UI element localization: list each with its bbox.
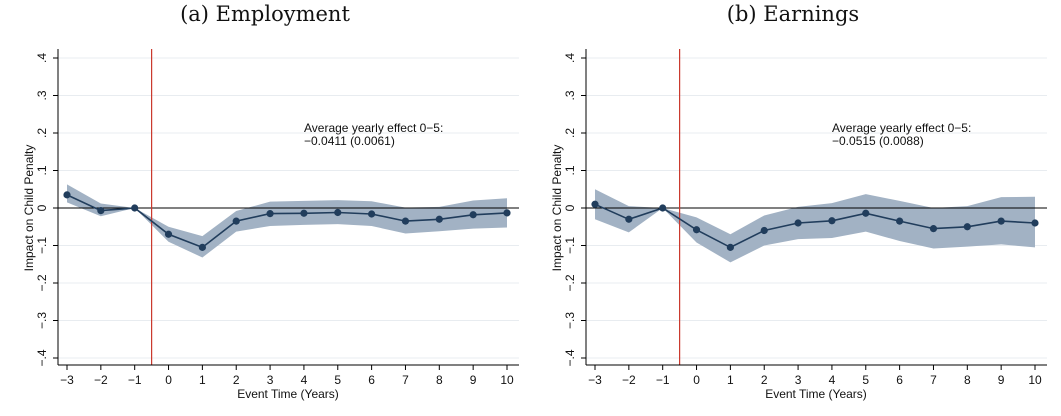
employment-panel: (a) Employment .4 .3 .2 .1 0 −.1 −.2 −.3 −.4 −3 −2… xyxy=(0,0,530,416)
y-tick-label: .2 xyxy=(35,128,49,138)
y-tick-label: −.4 xyxy=(563,349,577,366)
y-tick-label: .3 xyxy=(563,90,577,100)
annotation-value: −0.0515 (0.0088) xyxy=(832,134,924,148)
x-tick-label: 0 xyxy=(693,373,700,387)
annotation-heading: Average yearly effect 0−5: xyxy=(304,121,443,135)
data-point xyxy=(896,217,904,225)
data-point xyxy=(266,210,274,218)
x-tick-label: 9 xyxy=(998,373,1005,387)
y-tick-label: .1 xyxy=(563,165,577,175)
x-tick-label: 6 xyxy=(368,373,375,387)
x-tick-label: 3 xyxy=(795,373,802,387)
x-tick-label: 0 xyxy=(165,373,172,387)
x-tick-label: 8 xyxy=(436,373,443,387)
data-point xyxy=(659,204,667,212)
x-tick-label: 10 xyxy=(1028,373,1042,387)
x-axis-title: Event Time (Years) xyxy=(237,387,339,401)
x-tick-label: 1 xyxy=(727,373,734,387)
series-line xyxy=(66,194,508,249)
x-tick-label: 2 xyxy=(761,373,768,387)
chart-title: (a) Employment xyxy=(180,2,350,26)
data-point xyxy=(164,230,173,238)
y-tick-label: 0 xyxy=(563,204,577,211)
x-tick-label: −2 xyxy=(94,373,108,387)
data-point xyxy=(97,207,105,215)
annotation-value: −0.0411 (0.0061) xyxy=(304,134,395,148)
y-tick-label: −.1 xyxy=(563,237,577,254)
data-point xyxy=(435,215,443,223)
data-point xyxy=(828,217,836,225)
x-tick-label: 7 xyxy=(402,373,409,387)
x-tick-label: 2 xyxy=(233,373,240,387)
data-point xyxy=(625,215,633,223)
data-point xyxy=(131,204,139,212)
x-tick-label: 5 xyxy=(334,373,341,387)
earnings-panel: (b) Earnings .4 .3 .2 .1 0 −.1 −.2 −.3 −.4 −3 −2 −1… xyxy=(528,0,1058,416)
x-tick-label: −2 xyxy=(622,373,636,387)
annotation-heading: Average yearly effect 0−5: xyxy=(832,121,971,135)
y-tick-label: −.2 xyxy=(35,274,49,291)
x-tick-label: 10 xyxy=(500,373,514,387)
data-point xyxy=(794,219,802,227)
data-point xyxy=(198,243,206,251)
data-point xyxy=(63,191,71,199)
x-tick-label: −3 xyxy=(60,373,74,387)
confidence-band xyxy=(67,184,507,258)
y-tick-label: −.4 xyxy=(35,349,49,366)
x-tick-label: 6 xyxy=(896,373,903,387)
data-point xyxy=(232,217,240,225)
y-tick-label: 0 xyxy=(35,204,49,211)
data-point xyxy=(760,226,768,235)
y-tick-label: −.1 xyxy=(35,237,49,254)
y-tick-label: .4 xyxy=(35,53,49,63)
data-point xyxy=(929,225,938,233)
employment-chart: .4 .3 .2 .1 0 −.1 −.2 −.3 −.4 −3 −2 −1 0 1 2 3 4 5 6 7 8 9 10 E… xyxy=(22,49,519,401)
data-point xyxy=(334,208,342,217)
data-point xyxy=(862,209,870,217)
x-axis-title: Event Time (Years) xyxy=(765,387,867,401)
x-tick-label: 9 xyxy=(470,373,477,387)
x-tick-label: 4 xyxy=(829,373,836,387)
data-point xyxy=(300,209,308,217)
data-point xyxy=(997,217,1005,225)
x-tick-label: 7 xyxy=(930,373,937,387)
x-tick-label: 3 xyxy=(267,373,274,387)
data-point xyxy=(692,226,701,234)
y-axis-title: Impact on Child Penalty xyxy=(550,145,564,272)
data-point xyxy=(401,217,410,225)
data-point xyxy=(469,211,477,219)
y-axis-title: Impact on Child Penalty xyxy=(22,145,36,272)
data-point xyxy=(726,243,734,251)
data-point xyxy=(591,200,599,208)
x-tick-label: −3 xyxy=(588,373,602,387)
y-tick-label: −.3 xyxy=(563,312,577,329)
data-point xyxy=(503,209,511,217)
series-line xyxy=(594,203,1036,249)
earnings-chart: .4 .3 .2 .1 0 −.1 −.2 −.3 −.4 −3 −2 −1 0 1 2 3 4 5 6 7 8 9 10 E… xyxy=(550,49,1047,401)
data-point xyxy=(368,210,376,218)
y-tick-label: −.3 xyxy=(35,312,49,329)
x-tick-label: 1 xyxy=(199,373,206,387)
x-tick-label: 4 xyxy=(301,373,308,387)
x-tick-label: 8 xyxy=(964,373,971,387)
y-tick-label: .3 xyxy=(35,90,49,100)
data-point xyxy=(1031,219,1039,227)
y-tick-label: −.2 xyxy=(563,274,577,291)
x-tick-label: −1 xyxy=(128,373,142,387)
y-tick-label: .4 xyxy=(563,53,577,63)
x-tick-label: 5 xyxy=(862,373,869,387)
y-tick-label: .1 xyxy=(35,165,49,175)
chart-title: (b) Earnings xyxy=(726,2,860,26)
x-tick-label: −1 xyxy=(656,373,670,387)
y-tick-label: .2 xyxy=(563,128,577,138)
data-point xyxy=(963,223,971,231)
